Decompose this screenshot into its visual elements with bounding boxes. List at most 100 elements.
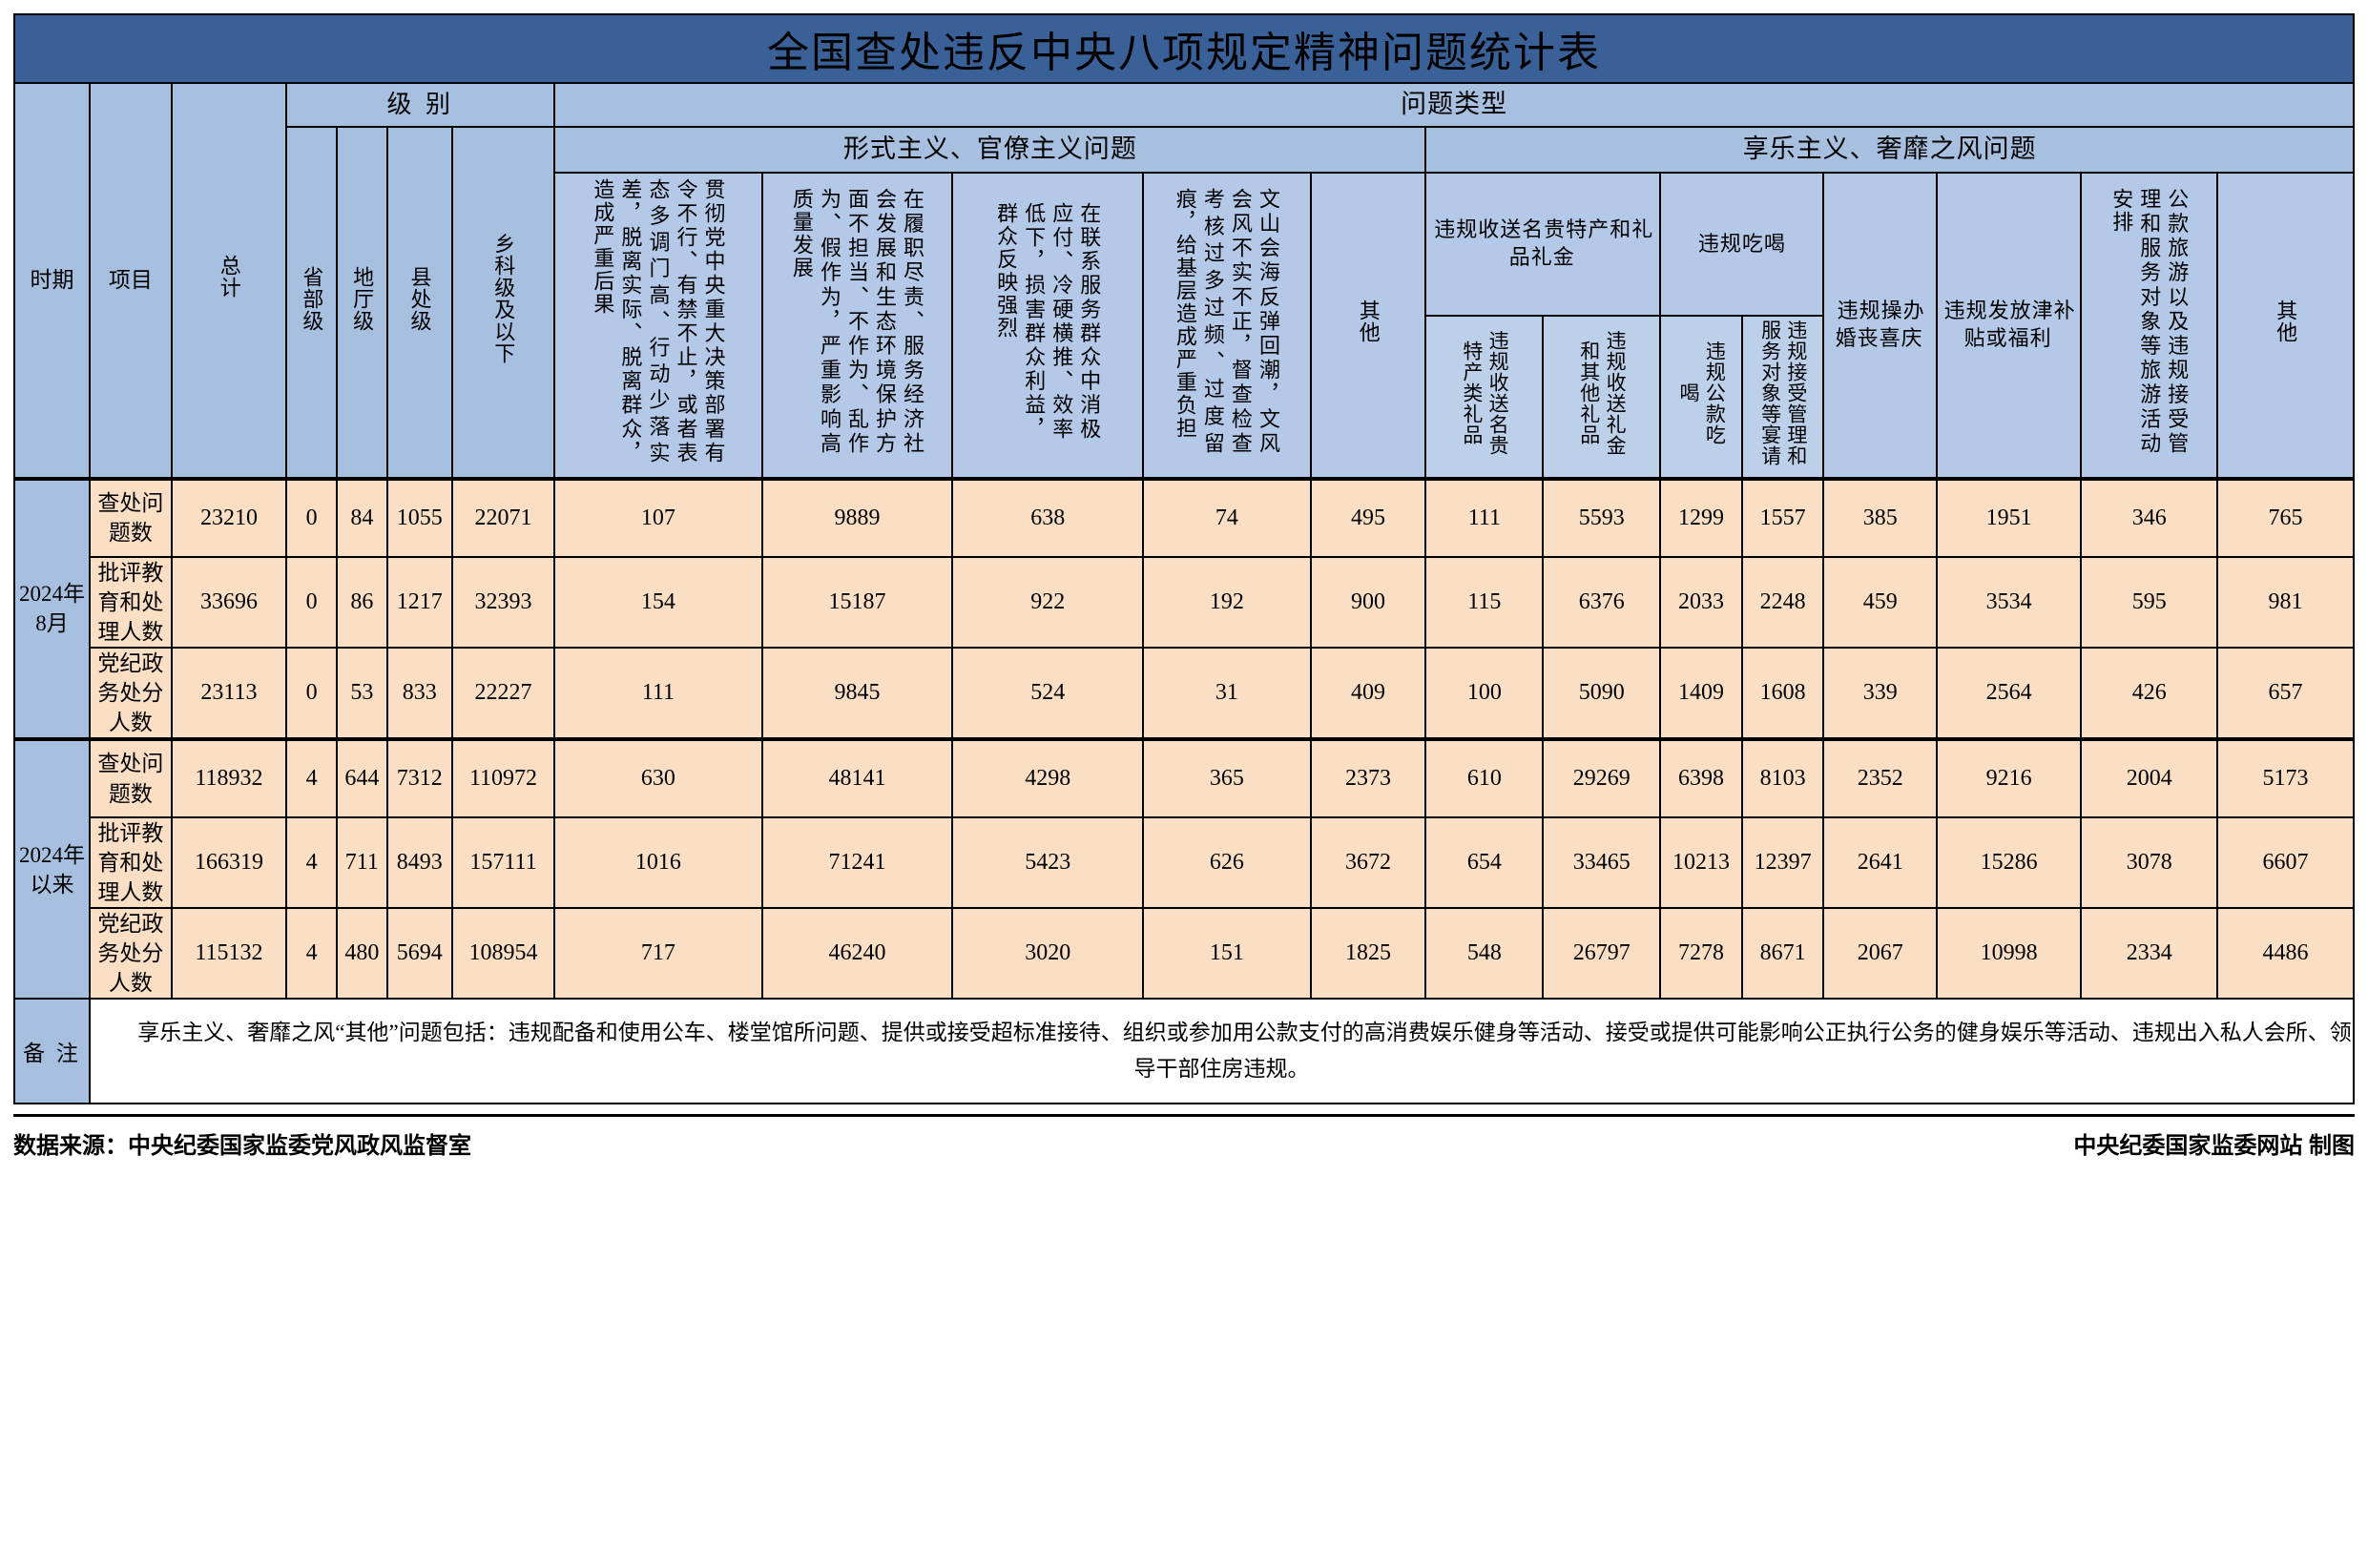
- cell-hedonism-2: 7278: [1659, 907, 1743, 1001]
- header-hedonism-wedding-label: 违规操办婚丧喜庆: [1835, 299, 1925, 350]
- cell-hedonism-7: 5173: [2216, 738, 2355, 819]
- cell-hedonism-7: 765: [2216, 477, 2355, 558]
- header-gift-specialty-label: 违规收送名贵特产类礼品: [1460, 330, 1510, 456]
- cell-formalism-0: 111: [553, 646, 763, 741]
- table-row: 2024年以来 查处问题数 118932 4 644 7312 110972 6…: [12, 738, 2355, 1001]
- cell-hedonism-0: 111: [1424, 477, 1545, 558]
- table-row: 批评教育和处理人数 166319 4 711 8493 157111 1016 …: [14, 816, 2355, 910]
- cell-hedonism-0: 115: [1424, 555, 1545, 649]
- cell-level-1: 711: [336, 816, 388, 910]
- cell-hedonism-5: 10998: [1935, 907, 2083, 1001]
- header-level-county: 县处级: [385, 126, 453, 480]
- source-footer: 数据来源：中央纪委国家监委党风政风监督室 中央纪委国家监委网站 制图: [13, 1114, 2355, 1160]
- period-group-1: 2024年8月: [12, 477, 92, 741]
- cell-total: 166319: [170, 816, 288, 910]
- header-eat-public-funds: 违规公款吃喝: [1659, 315, 1743, 480]
- cell-total: 33696: [170, 555, 288, 649]
- cell-formalism-0: 154: [553, 555, 763, 649]
- cell-level-2: 1217: [385, 555, 453, 649]
- cell-total: 118932: [170, 738, 288, 819]
- cell-formalism-4: 3672: [1309, 816, 1427, 910]
- cell-hedonism-6: 3078: [2080, 816, 2219, 910]
- header-gift-group-label: 违规收送名贵特产和礼品礼金: [1434, 217, 1654, 269]
- header-formalism-col-3-label: 在联系服务群众中消极应付、冷硬横推、效率低下，损害群众利益，群众反映强烈: [994, 202, 1102, 441]
- header-formalism-col-2-label: 在履职尽责、服务经济社会发展和生态环境保护方面不担当、不作为、乱作为、假作为，严…: [789, 188, 925, 455]
- table-row: 批评教育和处理人数 33696 0 86 1217 32393 154 1518…: [14, 555, 2355, 649]
- cell-hedonism-4: 2641: [1822, 816, 1938, 910]
- cell-formalism-1: 46240: [760, 907, 954, 1001]
- cell-hedonism-6: 2004: [2080, 738, 2219, 819]
- cell-hedonism-5: 2564: [1935, 646, 2083, 741]
- cell-level-3: 22227: [450, 646, 556, 741]
- header-gift-money-label: 违规收送礼金和其他礼品: [1577, 330, 1628, 456]
- cell-level-1: 84: [336, 477, 388, 558]
- cell-hedonism-5: 15286: [1935, 816, 2083, 910]
- cell-hedonism-7: 6607: [2216, 816, 2355, 910]
- cell-formalism-4: 2373: [1309, 738, 1427, 819]
- header-eat-banquet: 违规接受管理和服务对象等宴请: [1740, 315, 1825, 480]
- header-hedonism-allowance: 违规发放津补贴或福利: [1935, 172, 2083, 480]
- cell-level-2: 1055: [385, 477, 453, 558]
- cell-hedonism-2: 6398: [1659, 738, 1743, 819]
- cell-level-3: 157111: [450, 816, 556, 910]
- cell-hedonism-3: 1557: [1740, 477, 1825, 558]
- cell-formalism-4: 495: [1309, 477, 1427, 558]
- cell-level-0: 0: [285, 477, 338, 558]
- cell-hedonism-1: 33465: [1542, 816, 1662, 910]
- header-hedonism-wedding: 违规操办婚丧喜庆: [1822, 172, 1938, 480]
- cell-formalism-2: 922: [951, 555, 1145, 649]
- cell-hedonism-6: 595: [2080, 555, 2219, 649]
- header-formalism-col-1: 贯彻党中央重大决策部署有令不行、有禁不止，或者表态多调门高、行动少落实差，脱离实…: [553, 172, 763, 480]
- cell-hedonism-1: 6376: [1542, 555, 1662, 649]
- header-gift-specialty: 违规收送名贵特产类礼品: [1424, 315, 1545, 480]
- cell-level-3: 22071: [450, 477, 556, 558]
- cell-hedonism-6: 426: [2080, 646, 2219, 741]
- cell-hedonism-4: 2352: [1822, 738, 1938, 819]
- header-formalism-col-1-label: 贯彻党中央重大决策部署有令不行、有禁不止，或者表态多调门高、行动少落实差，脱离实…: [591, 178, 726, 464]
- cell-total: 115132: [170, 907, 288, 1001]
- header-item: 项目: [89, 82, 173, 480]
- cell-formalism-1: 9845: [760, 646, 954, 741]
- header-hedonism-travel-label: 公款旅游以及违规接受管理和服务对象等旅游活动安排: [2109, 188, 2190, 455]
- cell-hedonism-3: 12397: [1740, 816, 1825, 910]
- header-formalism-col-3: 在联系服务群众中消极应付、冷硬横推、效率低下，损害群众利益，群众反映强烈: [951, 172, 1145, 480]
- cell-hedonism-7: 657: [2216, 646, 2355, 741]
- cell-hedonism-0: 548: [1424, 907, 1545, 1001]
- header-problem-type-group: 问题类型: [553, 82, 2355, 128]
- header-level-township-label: 乡科级及以下: [491, 233, 516, 364]
- table-row: 2024年8月 查处问题数 23210 0 84 1055 22071 107 …: [12, 477, 2355, 741]
- table-row: 党纪政务处分人数 23113 0 53 833 22227 111 9845 5…: [14, 646, 2355, 741]
- header-formalism-col-2: 在履职尽责、服务经济社会发展和生态环境保护方面不担当、不作为、乱作为、假作为，严…: [760, 172, 954, 480]
- cell-hedonism-0: 100: [1424, 646, 1545, 741]
- cell-hedonism-7: 4486: [2216, 907, 2355, 1001]
- cell-formalism-1: 48141: [760, 738, 954, 819]
- cell-formalism-3: 192: [1142, 555, 1312, 649]
- header-eat-banquet-label: 违规接受管理和服务对象等宴请: [1758, 320, 1808, 466]
- header-formalism-col-other-label: 其他: [1356, 299, 1381, 343]
- cell-hedonism-0: 654: [1424, 816, 1545, 910]
- cell-level-3: 110972: [450, 738, 556, 819]
- cell-hedonism-2: 1409: [1659, 646, 1743, 741]
- table-row: 党纪政务处分人数 115132 4 480 5694 108954 717 46…: [14, 907, 2355, 1001]
- cell-hedonism-5: 1951: [1935, 477, 2083, 558]
- data-source-label: 数据来源：中央纪委国家监委党风政风监督室: [13, 1133, 471, 1160]
- cell-level-1: 53: [336, 646, 388, 741]
- header-row-3: 贯彻党中央重大决策部署有令不行、有禁不止，或者表态多调门高、行动少落实差，脱离实…: [14, 172, 2355, 480]
- period-group-2: 2024年以来: [12, 738, 92, 1001]
- cell-formalism-2: 524: [951, 646, 1145, 741]
- main-table: 全国查处违反中央八项规定精神问题统计表 时期 项目 总计 级 别 问题类型 省部…: [12, 13, 2355, 1105]
- page-title: 全国查处违反中央八项规定精神问题统计表: [13, 13, 2355, 84]
- header-total-label: 总计: [217, 255, 241, 299]
- cell-formalism-1: 9889: [760, 477, 954, 558]
- header-level-provincial: 省部级: [285, 126, 338, 480]
- cell-hedonism-2: 2033: [1659, 555, 1743, 649]
- cell-level-2: 7312: [385, 738, 453, 819]
- cell-level-2: 8493: [385, 816, 453, 910]
- header-hedonism-allowance-label: 违规发放津补贴或福利: [1943, 299, 2076, 350]
- cell-formalism-3: 365: [1142, 738, 1312, 819]
- cell-formalism-2: 638: [951, 477, 1145, 558]
- header-formalism-col-4: 文山会海反弹回潮，文风会风不实不正，督查检查考核过多过频、过度留痕，给基层造成严…: [1142, 172, 1312, 480]
- cell-formalism-2: 3020: [951, 907, 1145, 1001]
- cell-hedonism-6: 346: [2080, 477, 2219, 558]
